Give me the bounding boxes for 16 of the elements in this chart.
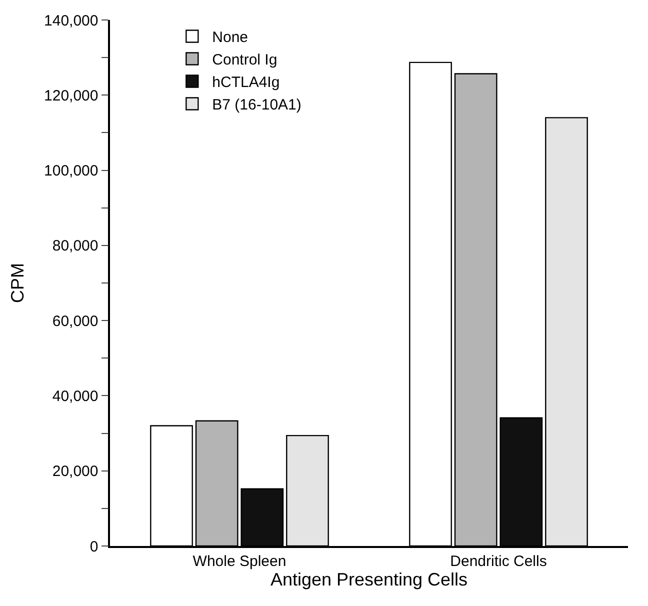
y-tick-label: 0 [90,538,98,556]
legend-label: hCTLA4Ig [212,74,280,92]
y-tick-label: 120,000 [44,87,98,104]
x-tick-label: Whole Spleen [192,552,286,570]
y-tick-label: 80,000 [52,238,98,255]
x-axis-title: Antigen Presenting Cells [270,570,468,590]
x-tick-label: Dendritic Cells [450,552,547,570]
y-tick-label: 20,000 [52,463,98,480]
y-tick-label: 40,000 [52,388,98,405]
legend-label: Control Ig [212,52,278,69]
y-tick-label: 140,000 [44,12,98,30]
legend-label: B7 (16-10A1) [212,96,302,114]
legend-label: None [212,29,248,46]
y-axis-title: CPM [8,263,28,303]
y-tick-label: 60,000 [52,312,98,330]
y-tick-label: 100,000 [44,162,98,180]
